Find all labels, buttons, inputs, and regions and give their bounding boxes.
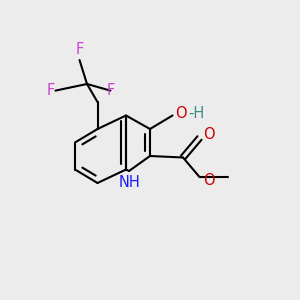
Text: F: F [75,42,84,57]
Text: F: F [46,83,55,98]
Text: F: F [106,83,115,98]
Text: O: O [204,173,215,188]
Text: NH: NH [118,175,140,190]
Text: O: O [204,127,215,142]
Text: -H: -H [188,106,205,121]
Text: O: O [175,106,187,121]
